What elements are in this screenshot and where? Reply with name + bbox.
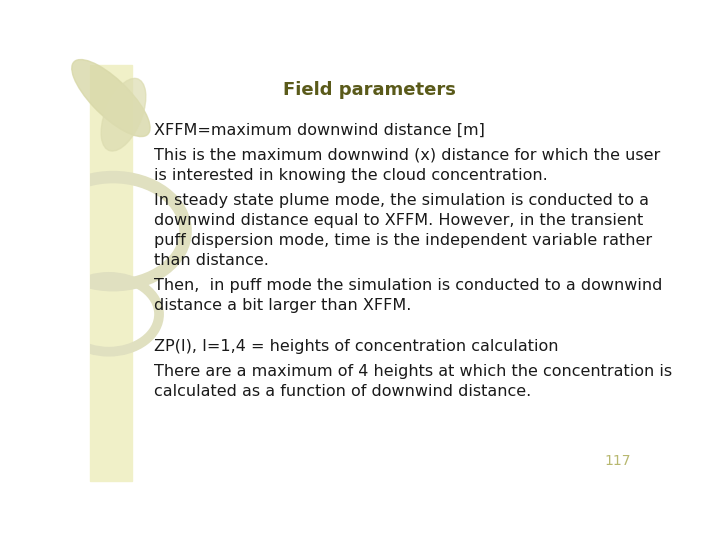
Text: ZP(I), I=1,4 = heights of concentration calculation: ZP(I), I=1,4 = heights of concentration … bbox=[154, 339, 559, 354]
Text: This is the maximum downwind (x) distance for which the user: This is the maximum downwind (x) distanc… bbox=[154, 148, 660, 163]
Text: Then,  in puff mode the simulation is conducted to a downwind: Then, in puff mode the simulation is con… bbox=[154, 278, 662, 293]
Text: downwind distance equal to XFFM. However, in the transient: downwind distance equal to XFFM. However… bbox=[154, 213, 644, 228]
Text: Field parameters: Field parameters bbox=[282, 81, 456, 99]
Ellipse shape bbox=[101, 78, 146, 151]
Text: XFFM=maximum downwind distance [m]: XFFM=maximum downwind distance [m] bbox=[154, 123, 485, 138]
Text: calculated as a function of downwind distance.: calculated as a function of downwind dis… bbox=[154, 384, 531, 399]
Text: than distance.: than distance. bbox=[154, 253, 269, 268]
Text: There are a maximum of 4 heights at which the concentration is: There are a maximum of 4 heights at whic… bbox=[154, 364, 672, 379]
Text: puff dispersion mode, time is the independent variable rather: puff dispersion mode, time is the indepe… bbox=[154, 233, 652, 248]
Text: In steady state plume mode, the simulation is conducted to a: In steady state plume mode, the simulati… bbox=[154, 193, 649, 208]
Ellipse shape bbox=[72, 59, 150, 137]
Bar bbox=[90, 65, 132, 481]
Text: distance a bit larger than XFFM.: distance a bit larger than XFFM. bbox=[154, 298, 412, 313]
Text: 117: 117 bbox=[605, 454, 631, 468]
Text: is interested in knowing the cloud concentration.: is interested in knowing the cloud conce… bbox=[154, 168, 548, 183]
